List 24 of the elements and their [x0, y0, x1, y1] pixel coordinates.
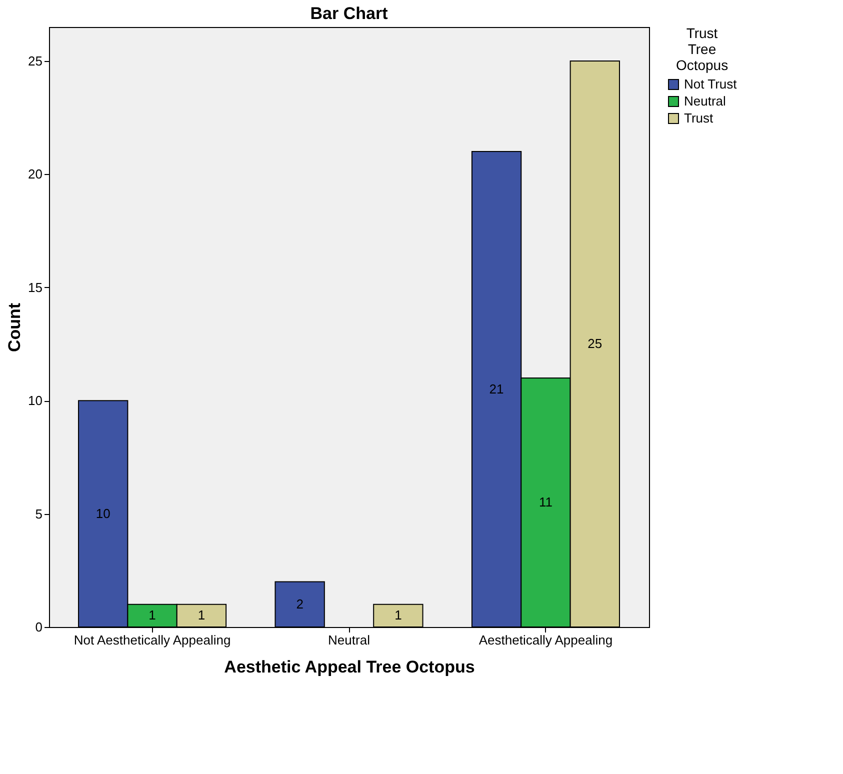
x-tick-label: Not Aesthetically Appealing: [74, 632, 231, 648]
data-label: 2: [296, 596, 304, 612]
legend-label: Neutral: [684, 94, 726, 108]
y-tick-label: 0: [35, 620, 42, 634]
x-axis-title: Aesthetic Appeal Tree Octopus: [224, 658, 475, 676]
legend-label: Not Trust: [684, 76, 738, 92]
data-label: 11: [538, 494, 552, 510]
y-tick-label: 25: [28, 53, 42, 68]
x-tick-label: Aesthetically Appealing: [478, 632, 613, 648]
y-tick-label: 15: [28, 280, 42, 295]
y-axis-title: Count: [5, 302, 24, 352]
data-label: 10: [96, 506, 110, 521]
data-label: 1: [148, 608, 156, 623]
y-tick-label: 10: [28, 393, 42, 408]
data-label: 21: [489, 381, 504, 396]
legend-label: Trust: [684, 110, 714, 126]
data-label: 25: [588, 336, 602, 351]
y-tick-label: 20: [28, 166, 42, 182]
legend-title: Trust Tree Octopus: [676, 25, 728, 73]
chart-title: Bar Chart: [310, 4, 388, 23]
data-label: 1: [394, 608, 402, 623]
data-label: 1: [198, 608, 206, 623]
x-tick-label: Neutral: [328, 632, 370, 648]
y-tick-label: 5: [35, 506, 42, 522]
